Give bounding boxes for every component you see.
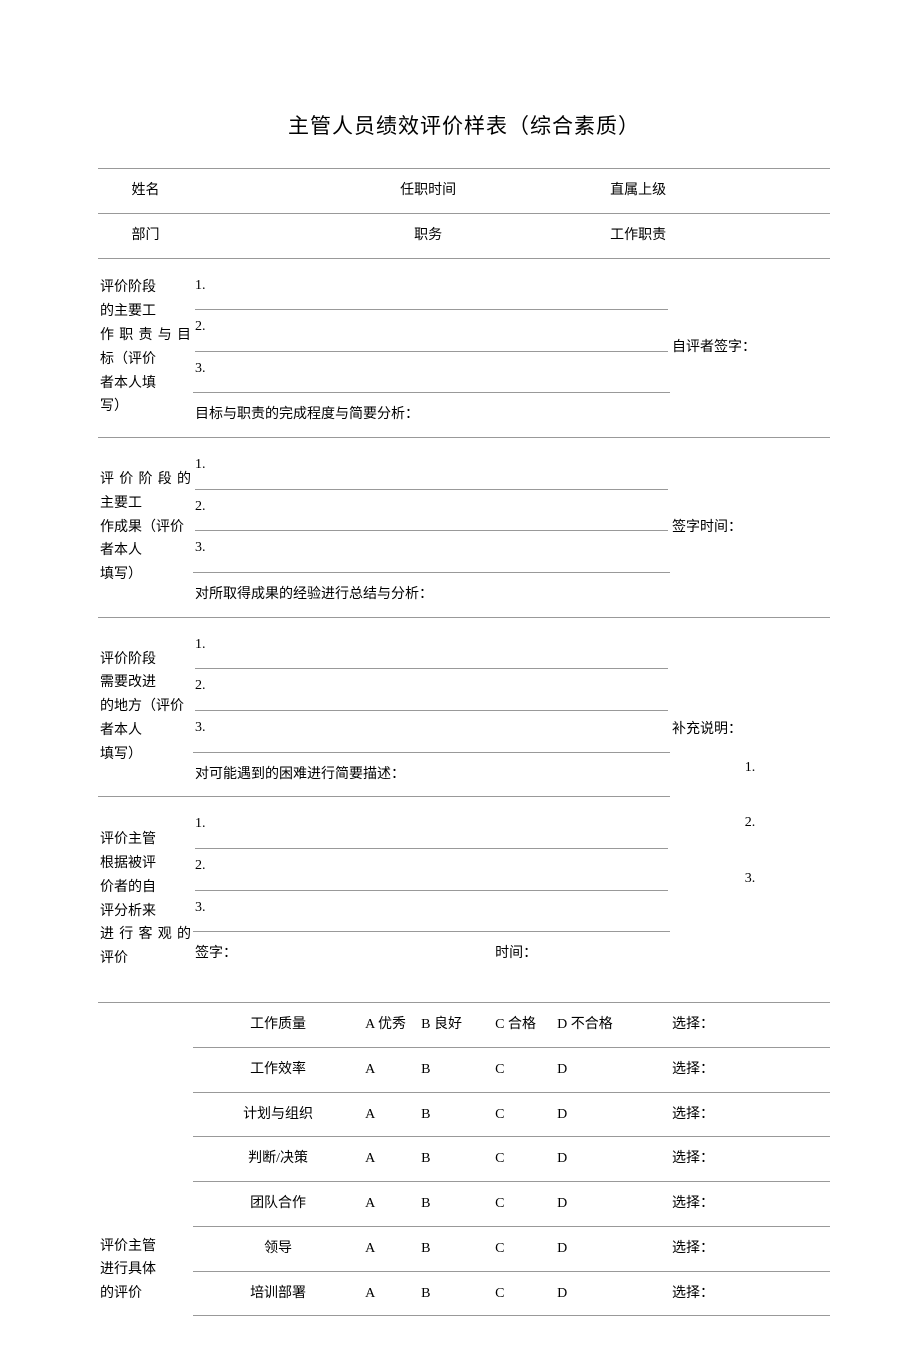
value-name[interactable]: [193, 169, 363, 214]
grade-c-2[interactable]: C: [493, 1092, 555, 1137]
grade-b-6[interactable]: B: [419, 1271, 493, 1316]
criteria-header-row: 评价主管 进行具体 的评价 工作质量 A 优秀 B 良好 C 合格 D 不合格 …: [98, 1002, 830, 1047]
grade-d-5[interactable]: D: [555, 1226, 670, 1271]
grade-a-1[interactable]: A: [363, 1047, 419, 1092]
grade-c-6[interactable]: C: [493, 1271, 555, 1316]
choice-3[interactable]: 选择：: [670, 1137, 830, 1182]
value-position[interactable]: [493, 213, 606, 258]
section3-label: 评价阶段 需要改进 的地方（评价 者本人 填写）: [98, 617, 193, 797]
section3-items[interactable]: 1. 2. 3.: [193, 617, 670, 752]
criteria-label-2: 计划与组织: [193, 1092, 363, 1137]
criteria-label-6: 培训部署: [193, 1271, 363, 1316]
grade-a-2[interactable]: A: [363, 1092, 419, 1137]
grade-b-0[interactable]: B 良好: [419, 1002, 493, 1047]
grade-b-2[interactable]: B: [419, 1092, 493, 1137]
criteria-row-5: 领导 A B C D 选择：: [98, 1226, 830, 1271]
grade-a-5[interactable]: A: [363, 1226, 419, 1271]
grade-a-4[interactable]: A: [363, 1182, 419, 1227]
section1-label: 评价阶段 的主要工 作 职 责 与 目 标（评价 者本人填 写）: [98, 258, 193, 438]
label-duty: 工作职责: [606, 213, 670, 258]
grade-c-5[interactable]: C: [493, 1226, 555, 1271]
grade-b-5[interactable]: B: [419, 1226, 493, 1271]
choice-6[interactable]: 选择：: [670, 1271, 830, 1316]
value-tenure[interactable]: [493, 169, 606, 214]
page-title: 主管人员绩效评价样表（综合素质）: [98, 110, 830, 140]
section2-label: 评 价 阶 段 的 主要工 作成果（评价 者本人 填写）: [98, 438, 193, 618]
section1-analysis[interactable]: 目标与职责的完成程度与简要分析：: [193, 393, 670, 438]
grade-d-2[interactable]: D: [555, 1092, 670, 1137]
eval-mgr-label: 评价主管 进行具体 的评价: [98, 1002, 193, 1316]
section2-signtime[interactable]: 签字时间：: [670, 438, 830, 618]
criteria-label-4: 团队合作: [193, 1182, 363, 1227]
grade-d-1[interactable]: D: [555, 1047, 670, 1092]
grade-d-6[interactable]: D: [555, 1271, 670, 1316]
section4-time[interactable]: 时间：: [493, 932, 670, 1003]
choice-4[interactable]: 选择：: [670, 1182, 830, 1227]
section1-signer[interactable]: 自评者签字：: [670, 258, 830, 438]
grade-c-3[interactable]: C: [493, 1137, 555, 1182]
grade-c-0[interactable]: C 合格: [493, 1002, 555, 1047]
section1-items[interactable]: 1. 2. 3.: [193, 258, 670, 393]
criteria-label-1: 工作效率: [193, 1047, 363, 1092]
grade-b-4[interactable]: B: [419, 1182, 493, 1227]
label-name: 姓名: [98, 169, 193, 214]
criteria-label-5: 领导: [193, 1226, 363, 1271]
value-supervisor[interactable]: [670, 169, 830, 214]
choice-5[interactable]: 选择：: [670, 1226, 830, 1271]
choice-1[interactable]: 选择：: [670, 1047, 830, 1092]
performance-form-table: 姓名 任职时间 直属上级 部门 职务 工作职责 评价阶段 的主要工 作 职 责 …: [98, 168, 830, 1316]
grade-c-1[interactable]: C: [493, 1047, 555, 1092]
section4-items[interactable]: 1. 2. 3.: [193, 797, 670, 932]
section3-analysis[interactable]: 对可能遇到的困难进行简要描述：: [193, 752, 670, 797]
label-tenure: 任职时间: [363, 169, 493, 214]
choice-2[interactable]: 选择：: [670, 1092, 830, 1137]
criteria-row-2: 计划与组织 A B C D 选择：: [98, 1092, 830, 1137]
label-dept: 部门: [98, 213, 193, 258]
section2-analysis[interactable]: 对所取得成果的经验进行总结与分析：: [193, 572, 670, 617]
grade-b-1[interactable]: B: [419, 1047, 493, 1092]
label-position: 职务: [363, 213, 493, 258]
header-row-2: 部门 职务 工作职责: [98, 213, 830, 258]
value-dept[interactable]: [193, 213, 363, 258]
criteria-row-4: 团队合作 A B C D 选择：: [98, 1182, 830, 1227]
supplement-cell[interactable]: 补充说明： 1. 2. 3.: [670, 617, 830, 1002]
grade-a-0[interactable]: A 优秀: [363, 1002, 419, 1047]
grade-d-4[interactable]: D: [555, 1182, 670, 1227]
grade-a-6[interactable]: A: [363, 1271, 419, 1316]
grade-a-3[interactable]: A: [363, 1137, 419, 1182]
criteria-row-1: 工作效率 A B C D 选择：: [98, 1047, 830, 1092]
label-supervisor: 直属上级: [606, 169, 670, 214]
grade-d-3[interactable]: D: [555, 1137, 670, 1182]
grade-c-4[interactable]: C: [493, 1182, 555, 1227]
section4-label: 评价主管 根据被评 价者的自 评分析来 进 行 客 观 的 评价: [98, 797, 193, 1003]
criteria-row-6: 培训部署 A B C D 选择：: [98, 1271, 830, 1316]
grade-d-0[interactable]: D 不合格: [555, 1002, 670, 1047]
section4-sign[interactable]: 签字：: [193, 932, 493, 1003]
value-duty[interactable]: [670, 213, 830, 258]
choice-0[interactable]: 选择：: [670, 1002, 830, 1047]
grade-b-3[interactable]: B: [419, 1137, 493, 1182]
header-row-1: 姓名 任职时间 直属上级: [98, 169, 830, 214]
criteria-label-3: 判断/决策: [193, 1137, 363, 1182]
section2-items[interactable]: 1. 2. 3.: [193, 438, 670, 573]
criteria-row-3: 判断/决策 A B C D 选择：: [98, 1137, 830, 1182]
criteria-label-0: 工作质量: [193, 1002, 363, 1047]
